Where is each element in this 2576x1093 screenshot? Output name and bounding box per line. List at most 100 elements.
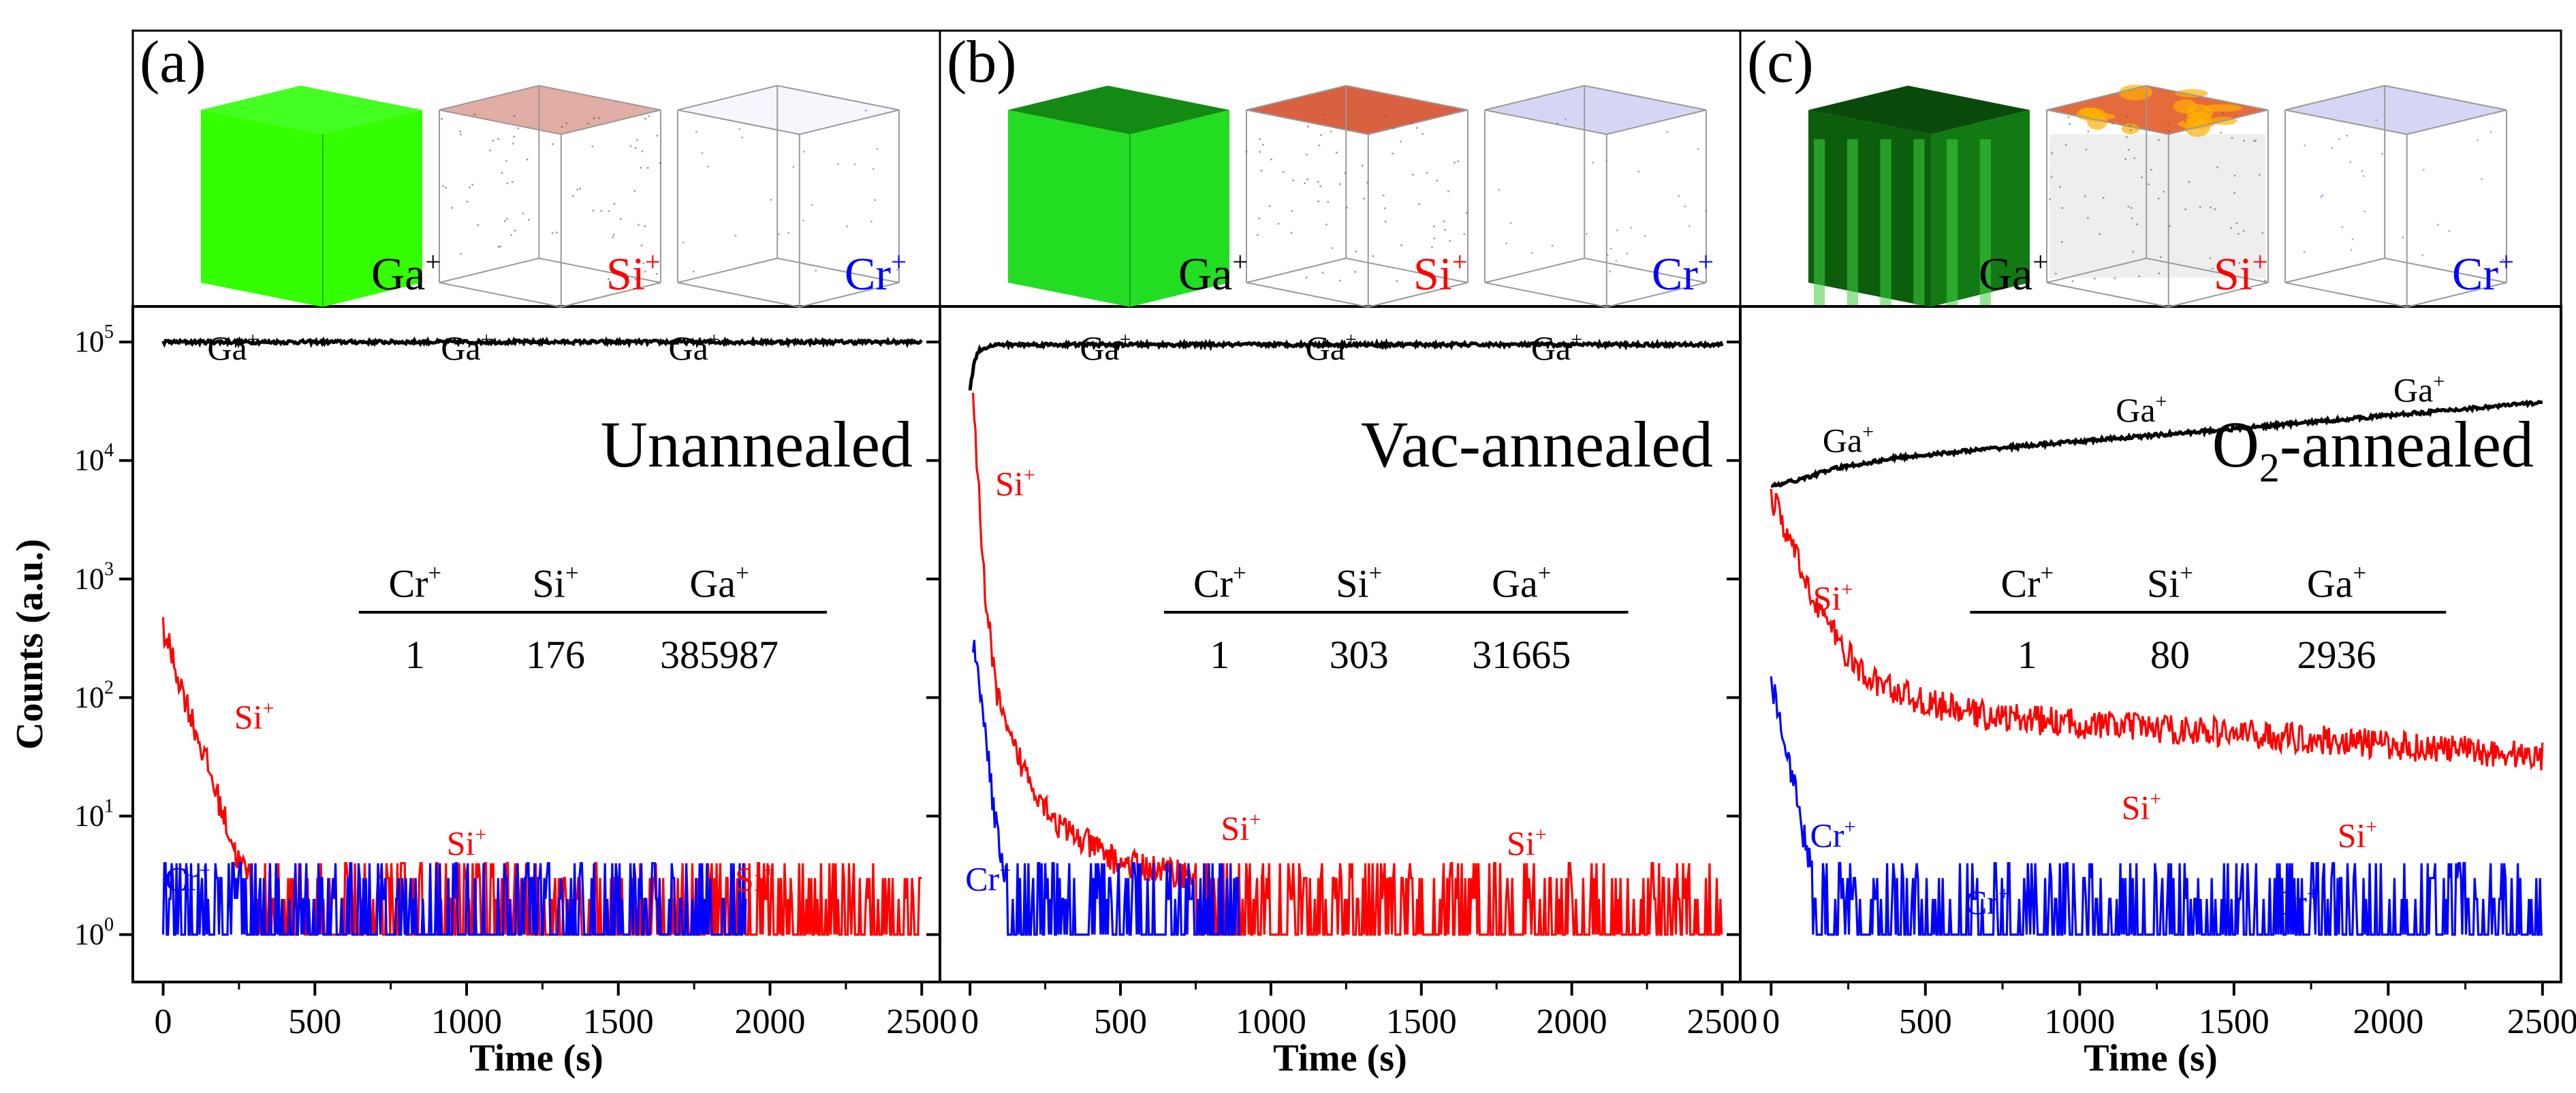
cube-label-si: Si+ — [2214, 247, 2268, 300]
table-value: 176 — [526, 633, 585, 677]
cube-si-3 — [2046, 84, 2269, 308]
series-line-si — [1770, 488, 2544, 771]
table-header: Ga+ — [1492, 560, 1551, 605]
annotation-label: Cr+ — [2273, 883, 2319, 921]
y-tick-label: 101 — [74, 795, 114, 832]
annotation-label: Ga+ — [669, 328, 720, 367]
panel-1: (a) 0 500 1000 1500 2000 2500 Time (s) 100 101 102… — [74, 29, 957, 1079]
x-axis-title: Time (s) — [1273, 1037, 1407, 1079]
annotation-label: Si+ — [995, 464, 1035, 503]
x-tick-label: 1000 — [1236, 1002, 1306, 1041]
cube-label-cr: Cr+ — [1652, 247, 1714, 300]
x-tick-label: 1500 — [2199, 1002, 2269, 1041]
annotation-label: Si+ — [1221, 808, 1261, 847]
table-value: 1 — [2017, 633, 2037, 677]
table-value: 80 — [2150, 633, 2190, 677]
annotation-label: Ga+ — [1080, 328, 1131, 367]
plot-frame — [1739, 305, 2562, 983]
x-tick-label: 2000 — [735, 1002, 806, 1041]
annotation-label: Si+ — [1507, 823, 1547, 862]
series-line-ga — [1770, 399, 2543, 488]
x-tick-label: 500 — [1094, 1002, 1147, 1041]
panel-title: O2-annealed — [2212, 408, 2534, 490]
x-tick-label: 1500 — [583, 1002, 654, 1041]
cube-ga-1 — [201, 85, 422, 307]
x-tick-label: 2500 — [886, 1002, 957, 1041]
panel-label: (a) — [140, 29, 206, 95]
x-tick-label: 500 — [288, 1002, 341, 1041]
cube-cr-1 — [677, 84, 900, 308]
annotation-label: Ga+ — [1306, 328, 1357, 367]
cube-ga-3 — [1808, 85, 2030, 307]
annotation-label: Si+ — [735, 859, 775, 898]
table-value: 385987 — [660, 633, 779, 677]
table-header: Cr+ — [1193, 560, 1246, 605]
series-line-cr — [1770, 676, 2543, 936]
y-tick-label: 104 — [74, 440, 114, 477]
table-header: Si+ — [532, 560, 578, 605]
series-line-ga — [161, 336, 924, 349]
cube-label-ga: Ga+ — [1979, 247, 2048, 300]
cube-si-2 — [1245, 84, 1468, 308]
cube-ga-2 — [1008, 85, 1229, 307]
table-header: Cr+ — [2000, 560, 2054, 605]
series-line-ga — [968, 338, 1724, 391]
panel-label: (c) — [1747, 29, 1814, 95]
table-header: Si+ — [2147, 560, 2193, 605]
panel-title: Unannealed — [601, 408, 913, 481]
x-axis-title: Time (s) — [2084, 1037, 2218, 1079]
table-header: Ga+ — [2307, 560, 2366, 605]
panel-label: (b) — [947, 29, 1017, 95]
panel-2: (b) 0 500 1000 1500 2000 2500 Time (s) Vac-annea… — [926, 29, 1757, 1079]
annotation-label: Si+ — [2338, 815, 2378, 854]
cube-label-si: Si+ — [606, 247, 661, 300]
cube-cr-3 — [2284, 84, 2507, 308]
x-axis-title: Time (s) — [469, 1037, 603, 1079]
x-tick-label: 2500 — [2507, 1002, 2576, 1041]
table-header: Ga+ — [689, 560, 749, 605]
x-tick-label: 2500 — [1686, 1002, 1757, 1041]
y-tick-label: 105 — [74, 321, 114, 358]
annotation-label: Ga+ — [1823, 421, 1874, 460]
panel-title: Vac-annealed — [1361, 408, 1713, 481]
annotation-label: Ga+ — [207, 328, 258, 367]
annotation-label: Si+ — [447, 823, 487, 862]
x-tick-label: 2000 — [2353, 1002, 2423, 1041]
annotation-label: Ga+ — [2116, 390, 2167, 429]
y-tick-label: 102 — [74, 677, 114, 714]
table-value: 2936 — [2297, 633, 2376, 677]
x-tick-label: 1500 — [1386, 1002, 1457, 1041]
table-value: 1 — [1210, 633, 1229, 677]
table-header: Cr+ — [388, 560, 441, 605]
cube-label-cr: Cr+ — [2452, 247, 2514, 300]
series-line-cr — [972, 639, 1240, 936]
table-value: 1 — [405, 633, 425, 677]
y-tick-label: 103 — [74, 558, 114, 595]
cube-label-si: Si+ — [1413, 247, 1468, 300]
annotation-label: Si+ — [2122, 788, 2162, 827]
x-tick-label: 1000 — [2044, 1002, 2115, 1041]
annotation-label: Ga+ — [2393, 370, 2445, 409]
table-header: Si+ — [1336, 560, 1382, 605]
annotation-label: Cr+ — [1810, 815, 1855, 854]
table-value: 31665 — [1472, 633, 1571, 677]
cube-label-ga: Ga+ — [371, 247, 441, 300]
cube-label-cr: Cr+ — [845, 247, 907, 300]
cube-label-ga: Ga+ — [1178, 247, 1248, 300]
x-tick-label: 2000 — [1537, 1002, 1607, 1041]
annotation-label: Si+ — [1813, 578, 1853, 617]
annotation-label: Ga+ — [1531, 328, 1582, 367]
table-value: 303 — [1330, 633, 1389, 677]
x-tick-label: 1000 — [431, 1002, 502, 1041]
annotation-label: Cr+ — [965, 859, 1011, 898]
cube-si-1 — [439, 84, 661, 308]
series-line-cr — [161, 862, 747, 936]
x-tick-label: 0 — [961, 1002, 979, 1041]
x-tick-label: 0 — [1762, 1002, 1780, 1041]
cube-cr-2 — [1484, 84, 1708, 308]
y-tick-label: 100 — [74, 914, 114, 951]
x-tick-label: 500 — [1899, 1002, 1952, 1041]
annotation-label: Ga+ — [441, 328, 492, 367]
x-tick-label: 0 — [155, 1002, 172, 1041]
